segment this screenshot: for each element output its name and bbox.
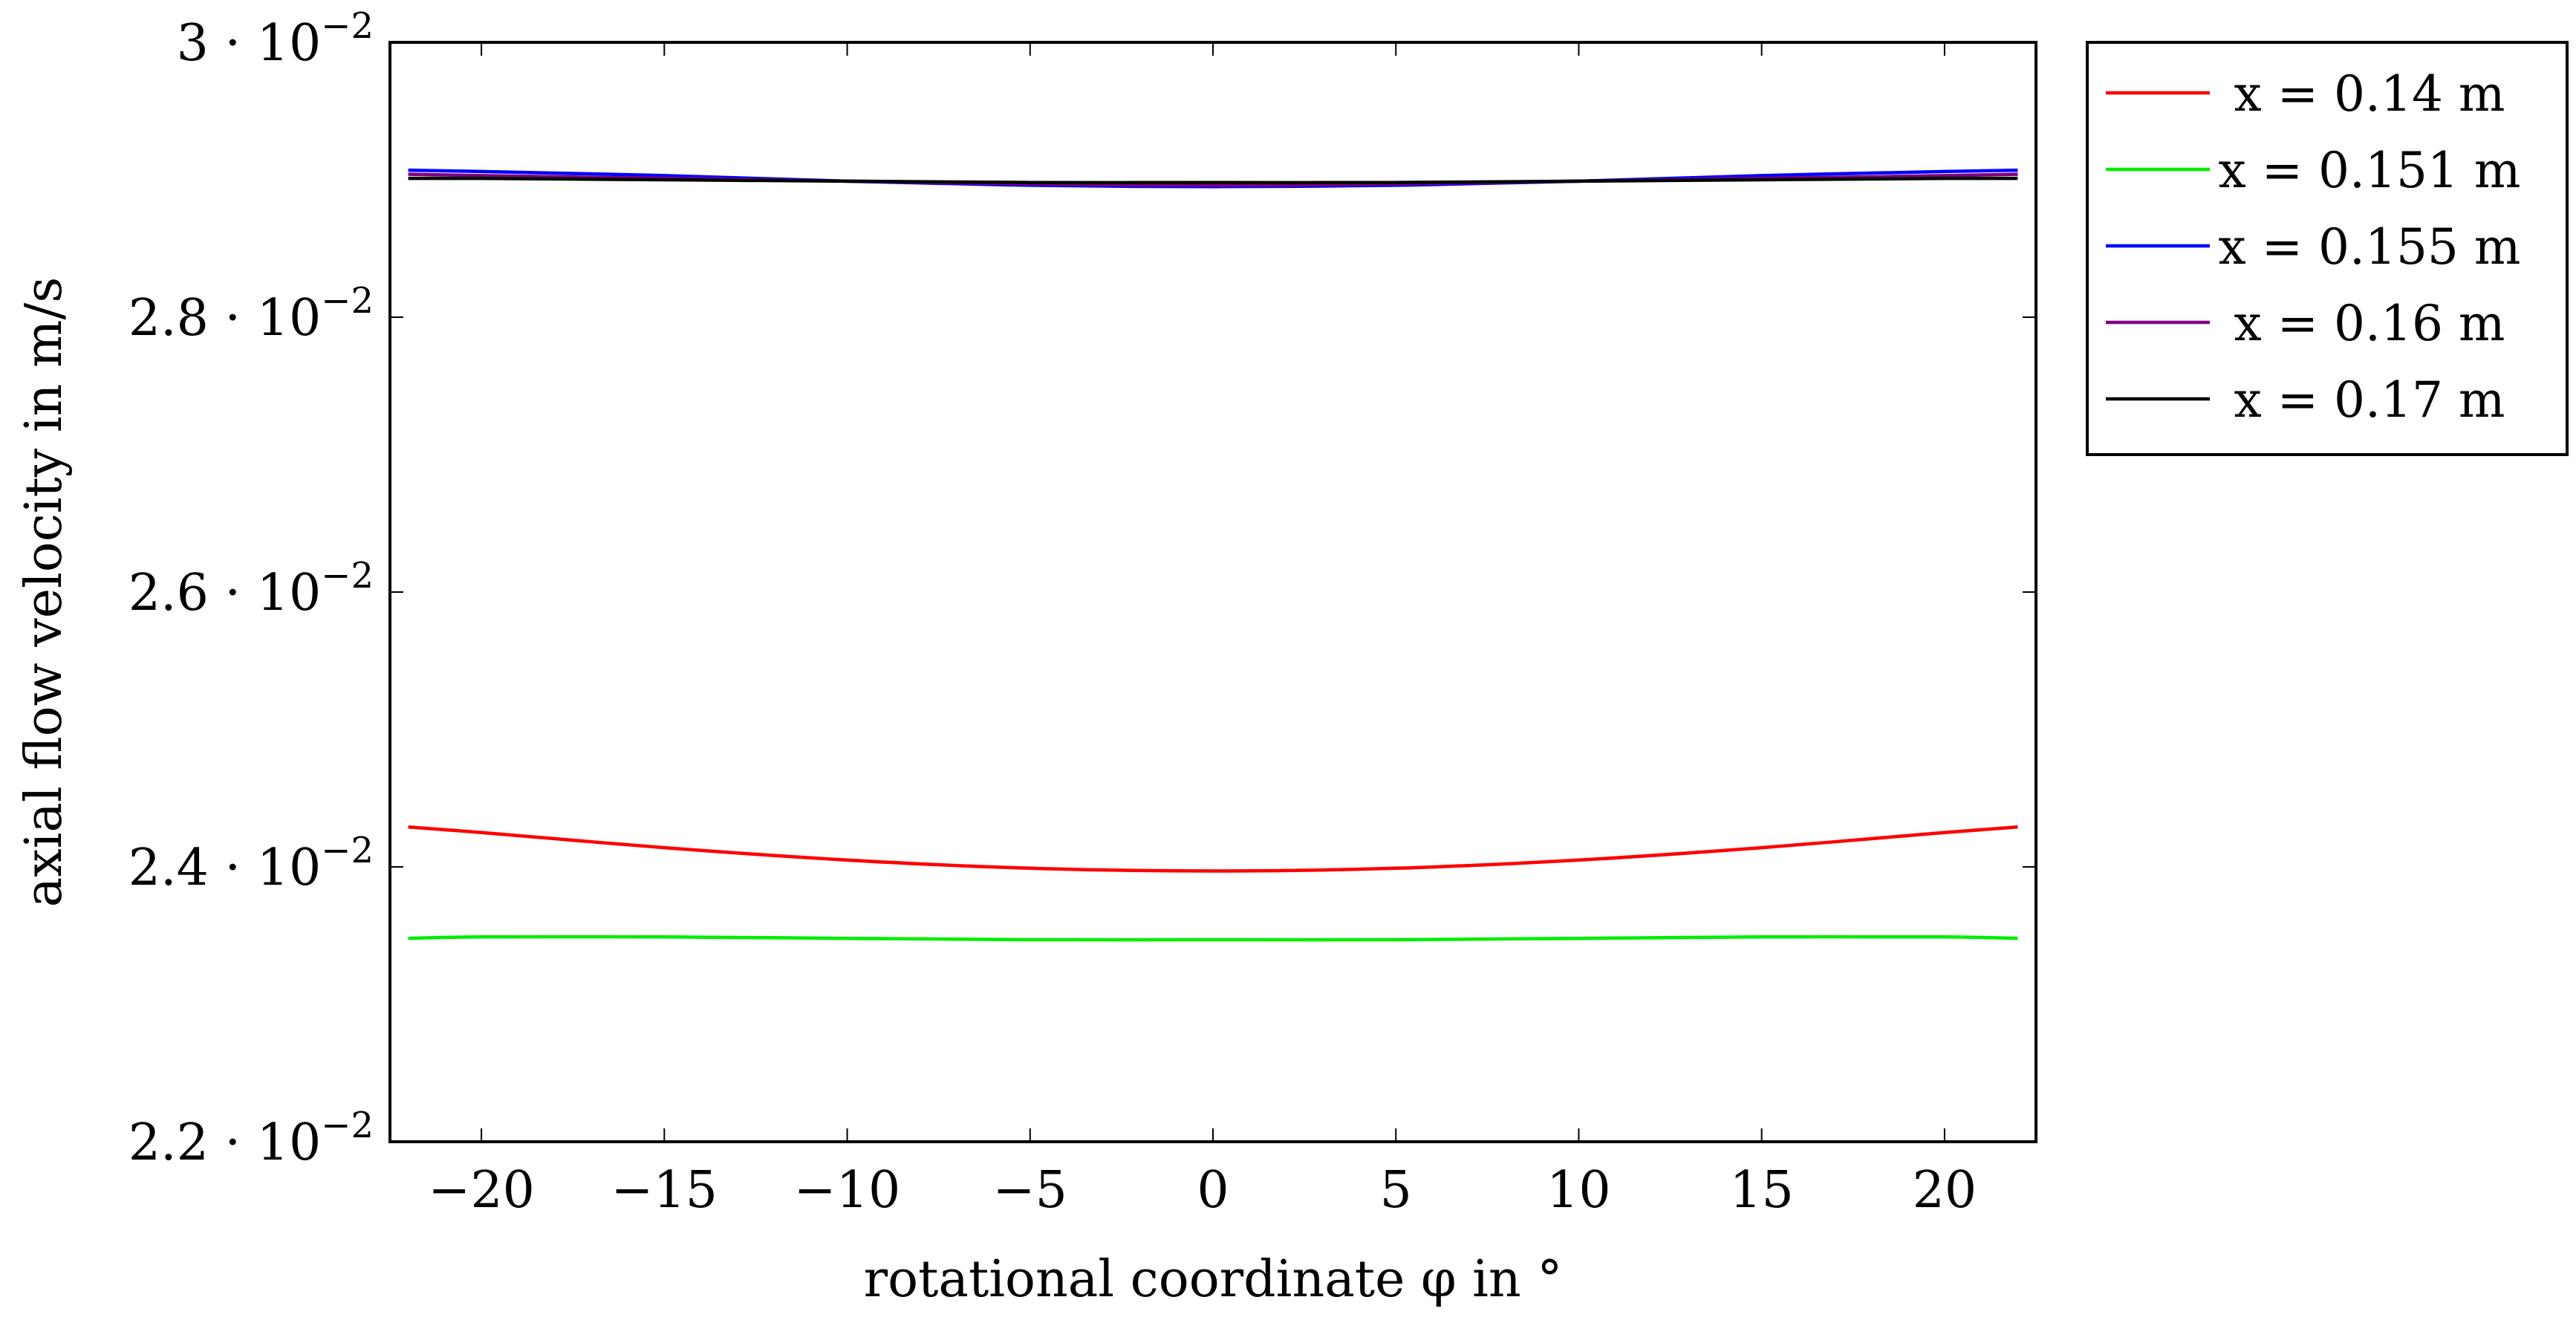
x-tick-label: 10 (1546, 1161, 1611, 1220)
y-tick-label: 2.2 · 10−2 (129, 1105, 374, 1172)
x-tick-label: −15 (611, 1161, 718, 1220)
y-axis: 2.2 · 10−2 2.4 · 10−2 2.6 · 10−2 2.8 · 10−2… (129, 5, 2036, 1172)
legend-frame (2086, 41, 2569, 456)
series-line-1 (408, 934, 2018, 942)
legend-label: x = 0.17 m (2234, 371, 2505, 429)
legend-label: x = 0.16 m (2234, 295, 2505, 352)
x-tick-label: 20 (1913, 1161, 1977, 1220)
x-tick-label: 0 (1197, 1161, 1229, 1220)
series-group (408, 168, 2018, 942)
y-tick-label: 3 · 10−2 (177, 5, 374, 73)
series-line-0 (408, 825, 2018, 873)
y-tick-label: 2.8 · 10−2 (129, 280, 374, 348)
x-tick-label: 5 (1380, 1161, 1412, 1220)
legend-label: x = 0.151 m (2219, 142, 2521, 199)
x-tick-label: 15 (1729, 1161, 1794, 1220)
legend: x = 0.14 m x = 0.151 m x = 0.155 m x = 0.16… (2086, 41, 2569, 456)
series-line-4 (408, 176, 2018, 185)
legend-label: x = 0.14 m (2234, 65, 2505, 123)
legend-label: x = 0.155 m (2219, 218, 2521, 276)
y-tick-label: 2.4 · 10−2 (129, 830, 374, 897)
y-tick-label: 2.6 · 10−2 (129, 555, 374, 623)
y-axis-title: axial flow velocity in m/s (15, 277, 74, 908)
plot-frame (388, 41, 2037, 1143)
x-tick-label: −20 (428, 1161, 535, 1220)
x-axis: −20 −15 −10 −5 0 5 10 15 20 (428, 42, 1977, 1220)
x-tick-label: −10 (794, 1161, 901, 1220)
x-axis-title: rotational coordinate φ in ° (864, 1250, 1563, 1309)
x-tick-label: −5 (993, 1161, 1067, 1220)
